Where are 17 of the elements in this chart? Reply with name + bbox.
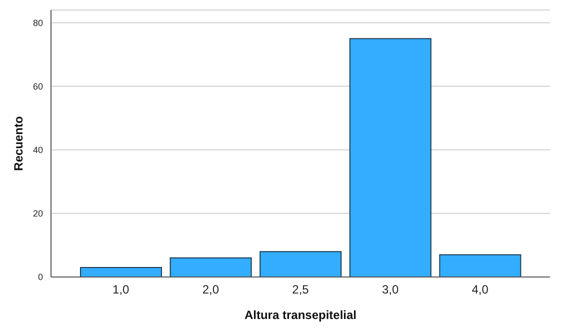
y-tick-label: 0 [38, 272, 43, 282]
x-tick-label: 2,5 [292, 282, 310, 297]
bar [260, 251, 342, 277]
bar [349, 38, 432, 277]
y-tick-label: 20 [32, 208, 43, 219]
y-tick-label: 80 [32, 18, 43, 28]
y-tick-label: 40 [32, 145, 43, 156]
bar [170, 257, 252, 277]
y-axis-title: Recuento [11, 116, 26, 171]
bar [439, 254, 522, 277]
bar [80, 266, 162, 277]
x-tick-label: 1,0 [112, 282, 130, 297]
x-tick-label: 3,0 [382, 282, 399, 297]
y-tick-label: 60 [32, 81, 43, 92]
x-tick-label: 4,0 [472, 282, 489, 297]
x-tick-label: 2,0 [202, 282, 220, 297]
x-axis-title: Altura transepitelial [244, 308, 357, 322]
